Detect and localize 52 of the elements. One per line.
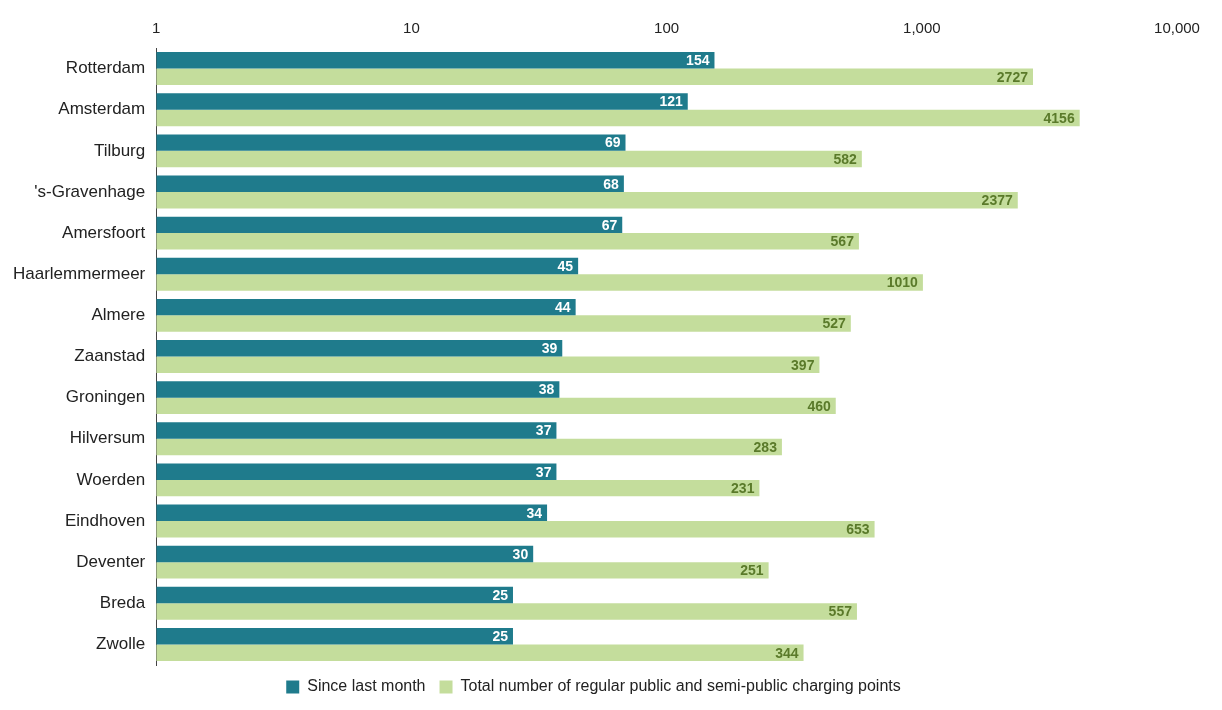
y-tick-label: Rotterdam [65,58,146,78]
data-label: 2727 [996,68,1029,85]
x-tick-label: 10 [403,19,420,37]
legend-label: Since last month [307,677,426,695]
y-tick-label: Amsterdam [58,99,146,119]
x-tick-label: 10,000 [1154,19,1200,37]
legend-label: Total number of regular public and semi-public charging points [460,677,901,695]
data-label: 37 [535,422,552,439]
data-label: 121 [659,93,683,110]
data-label: 25 [492,586,509,603]
y-tick-label: Zaanstad [74,346,146,366]
data-label: 527 [822,315,847,332]
y-tick-label: Haarlemmermeer [13,263,146,283]
y-tick-label: 's-Gravenhage [34,181,146,201]
x-tick-label: 100 [654,19,680,37]
data-label: 154 [686,52,710,69]
data-label: 30 [512,545,529,562]
data-label: 67 [601,216,618,233]
data-label: 231 [731,479,755,496]
data-label: 1010 [886,274,919,291]
y-tick-label: Woerden [76,469,146,489]
data-label: 37 [535,463,552,480]
data-label: 251 [740,562,764,579]
data-label: 44 [555,299,571,315]
data-label: 34 [526,504,543,521]
data-label: 39 [541,340,558,357]
data-label: 38 [538,381,555,398]
y-tick-label: Hilversum [69,428,146,448]
data-label: 582 [833,150,858,167]
data-label: 557 [828,603,853,620]
y-tick-label: Deventer [76,551,146,571]
data-label: 45 [557,257,574,274]
data-label: 69 [604,134,621,151]
y-tick-label: Groningen [65,387,146,407]
data-label: 4156 [1043,109,1075,126]
y-tick-label: Amersfoort [62,222,146,242]
data-label: 283 [753,438,778,455]
y-tick-label: Breda [99,592,146,612]
data-label: 567 [830,233,855,250]
x-tick-label: 1 [152,19,161,37]
y-tick-label: Zwolle [96,634,146,654]
data-label: 2377 [981,192,1013,209]
y-tick-label: Eindhoven [64,510,146,530]
y-tick-label: Almere [91,305,146,325]
data-label: 68 [603,175,620,192]
y-tick-label: Tilburg [93,140,146,160]
data-label: 397 [791,356,815,373]
data-label: 653 [846,521,870,538]
x-tick-label: 1,000 [903,19,941,37]
data-label: 25 [492,628,509,645]
data-label: 460 [807,397,831,414]
data-label: 344 [775,644,799,661]
